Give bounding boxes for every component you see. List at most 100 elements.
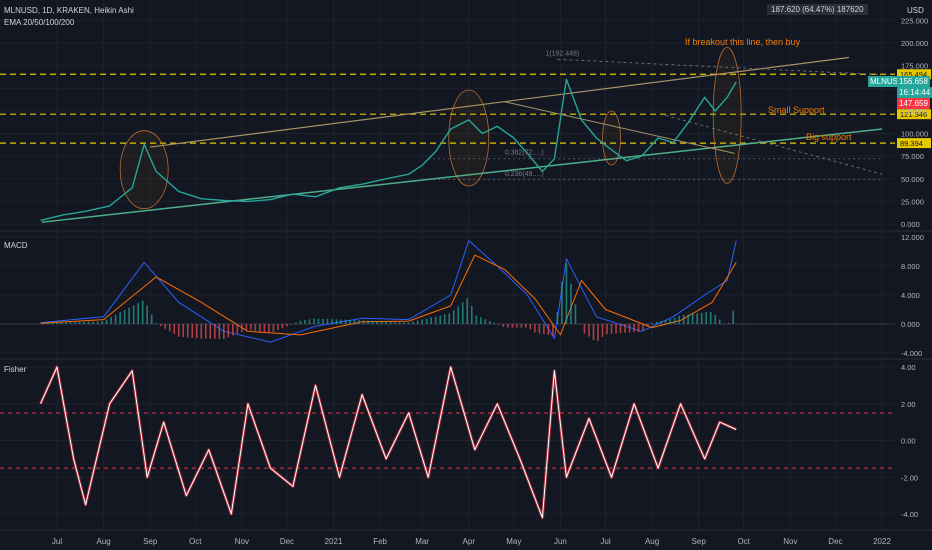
- macd-histogram-bar: [565, 263, 568, 324]
- fisher-y-tick: 4.00: [901, 363, 916, 372]
- macd-histogram-bar: [214, 324, 216, 339]
- macd-histogram-bar: [331, 319, 333, 324]
- x-tick-label: Aug: [645, 537, 659, 546]
- ema-legend: EMA 20/50/100/200: [4, 18, 75, 27]
- macd-histogram-bar: [484, 319, 487, 324]
- macd-histogram-bar: [507, 324, 509, 328]
- macd-histogram-bar: [660, 320, 662, 324]
- macd-histogram-bar: [155, 323, 158, 324]
- macd-y-tick: -4.000: [901, 349, 922, 358]
- annotation-text: If breakout this line, then buy: [685, 37, 801, 47]
- macd-histogram-bar: [398, 322, 401, 324]
- macd-histogram-bar: [69, 322, 72, 324]
- macd-histogram-bar: [714, 314, 717, 324]
- macd-histogram-bar: [304, 319, 306, 324]
- price-y-tick: 25.000: [901, 197, 924, 206]
- fisher-line: [40, 366, 737, 519]
- macd-histogram-bar: [705, 312, 707, 324]
- macd-histogram-bar: [529, 324, 532, 330]
- x-tick-label: Oct: [189, 537, 202, 546]
- price-y-tick: 125.000: [901, 107, 928, 116]
- highlight-ellipse: [448, 89, 490, 187]
- x-tick-label: Mar: [415, 537, 429, 546]
- macd-histogram-bar: [601, 324, 604, 337]
- macd-histogram-bar: [520, 324, 523, 328]
- macd-histogram-bar: [412, 321, 414, 324]
- macd-histogram-bar: [78, 321, 81, 324]
- fisher-y-tick: 2.00: [901, 400, 916, 409]
- macd-histogram-bar: [47, 323, 49, 324]
- macd-histogram-bar: [574, 304, 577, 324]
- macd-histogram-bar: [633, 324, 635, 333]
- macd-histogram-bar: [227, 324, 230, 338]
- macd-y-tick: 8.000: [901, 262, 920, 271]
- macd-histogram-bar: [687, 314, 689, 324]
- macd-histogram-bar: [718, 319, 721, 324]
- macd-histogram-bar: [732, 310, 735, 324]
- macd-histogram-bar: [389, 321, 392, 324]
- last-price-tag: 156.658: [897, 76, 930, 87]
- macd-histogram-bar: [344, 319, 347, 324]
- macd-histogram-bar: [583, 324, 586, 334]
- fib-label: 0.382(72.…): [505, 149, 544, 156]
- macd-histogram-bar: [317, 318, 320, 324]
- ema-price-tag: 147.659: [897, 98, 930, 109]
- x-tick-label: Jul: [52, 537, 62, 546]
- x-tick-label: Nov: [783, 537, 797, 546]
- macd-histogram-bar: [534, 324, 536, 333]
- signal-line: [40, 254, 737, 336]
- macd-histogram-bar: [101, 321, 103, 324]
- macd-histogram-bar: [696, 313, 698, 324]
- macd-histogram-bar: [245, 324, 248, 331]
- macd-histogram-bar: [579, 324, 581, 325]
- macd-histogram-bar: [624, 324, 626, 333]
- macd-histogram-bar: [119, 312, 121, 324]
- macd-histogram-bar: [358, 320, 360, 324]
- level-tag-label: 165.494: [900, 70, 927, 79]
- fisher-y-tick: -4.00: [901, 510, 918, 519]
- macd-histogram-bar: [168, 324, 171, 332]
- macd-histogram-bar: [416, 320, 419, 324]
- x-tick-label: 2022: [873, 537, 891, 546]
- macd-histogram-bar: [250, 324, 252, 331]
- macd-histogram-bar: [543, 324, 545, 335]
- macd-histogram-bar: [619, 324, 622, 334]
- annotations: 1(182.448) 0.382(72.…) 0.236(49.…) If break…: [505, 37, 852, 178]
- x-tick-label: Sep: [143, 537, 158, 546]
- macd-histogram-bar: [195, 324, 198, 339]
- support-trendline: [41, 128, 883, 223]
- macd-histogram-bar: [655, 321, 658, 324]
- macd-histogram-bar: [313, 318, 315, 324]
- macd-histogram-bar: [308, 319, 311, 324]
- macd-histogram-bar: [547, 324, 550, 336]
- macd-histogram-bar: [353, 320, 356, 324]
- highlight-ellipse: [712, 47, 742, 184]
- macd-histogram-bar: [191, 324, 194, 338]
- macd-histogram-bar: [60, 322, 63, 324]
- fisher-y-tick: -2.00: [901, 473, 918, 482]
- macd-y-tick: 12.000: [901, 233, 924, 242]
- macd-line: [40, 240, 737, 343]
- macd-histogram-bar: [83, 321, 85, 324]
- macd-pane-title: MACD: [4, 241, 28, 250]
- macd-histogram-bar: [556, 311, 559, 324]
- horizontal-levels: 165.494 121.346 89.394: [0, 69, 931, 469]
- x-tick-label: Nov: [235, 537, 249, 546]
- macd-histogram-bar: [290, 324, 293, 325]
- macd-histogram-bar: [439, 315, 442, 324]
- resistance-trendline: [150, 56, 850, 148]
- price-y-tick: 175.000: [901, 62, 928, 71]
- macd-histogram-bar: [132, 305, 135, 324]
- currency-label: USD: [907, 6, 924, 15]
- macd-histogram-bar: [511, 324, 514, 328]
- macd-histogram-bar: [682, 314, 685, 324]
- price-line: [40, 78, 737, 222]
- macd-histogram-bar: [407, 322, 410, 324]
- macd-histogram-bar: [642, 324, 644, 331]
- level-tag: [897, 138, 931, 149]
- x-tick-label: Jun: [554, 537, 567, 546]
- macd-histogram-bar: [678, 315, 680, 324]
- macd-histogram-bar: [74, 322, 76, 324]
- macd-histogram-bar: [637, 324, 640, 332]
